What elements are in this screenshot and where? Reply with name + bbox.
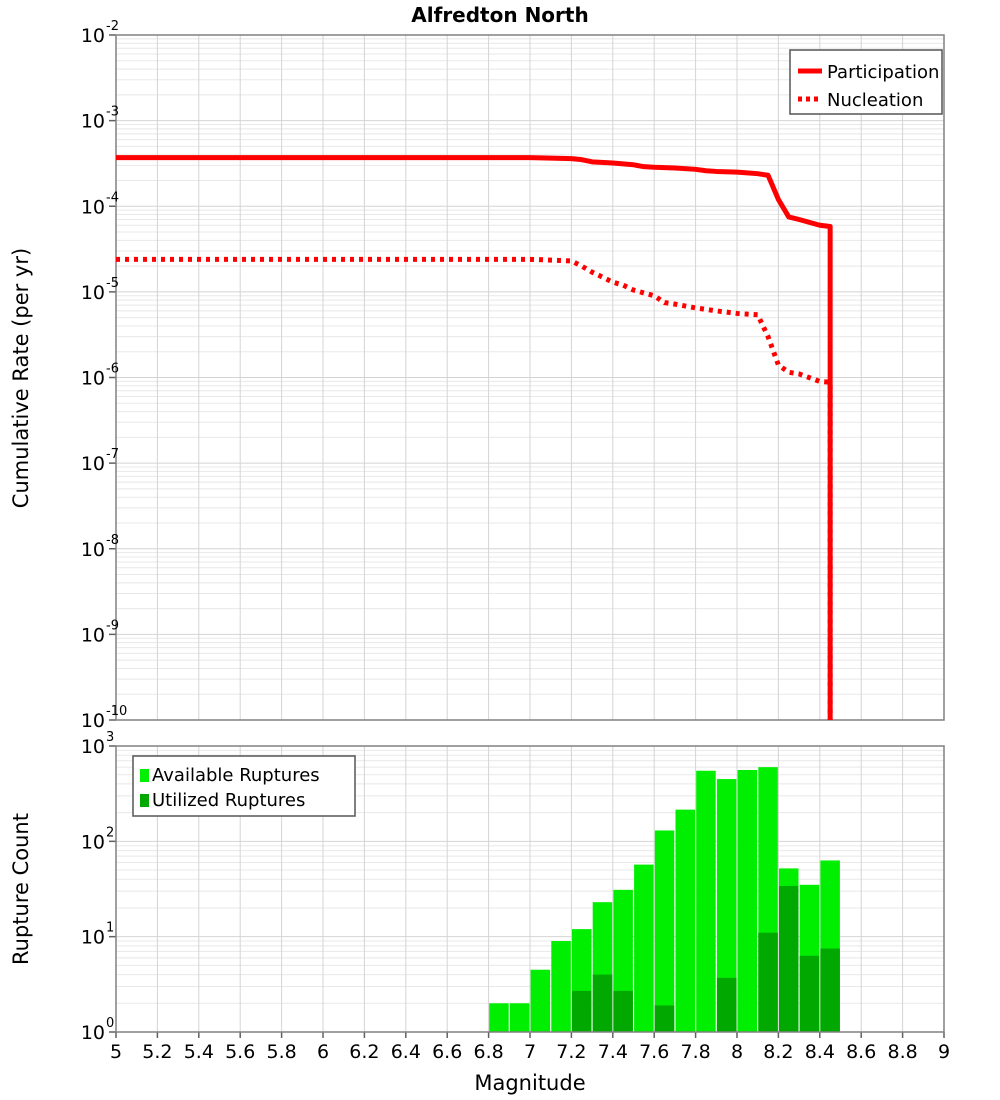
- x-tick-label: 5.6: [225, 1041, 255, 1063]
- x-axis-label: Magnitude: [474, 1071, 585, 1095]
- bar-available-ruptures: [696, 771, 716, 1032]
- figure-canvas: Alfredton North 10-210-310-410-510-610-7…: [0, 0, 1000, 1100]
- svg-text:10: 10: [81, 710, 105, 732]
- x-tick-label: 5.8: [266, 1041, 296, 1063]
- mfd-rate-chart: 10-210-310-410-510-610-710-810-910-10 Cu…: [9, 19, 944, 732]
- page-title: Alfredton North: [411, 3, 588, 27]
- bar-available-ruptures: [634, 865, 654, 1032]
- x-tick-label: 5.4: [184, 1041, 214, 1063]
- x-tick-label: 6.6: [432, 1041, 462, 1063]
- svg-text:-4: -4: [106, 190, 119, 205]
- bar-utilized-ruptures: [820, 949, 840, 1032]
- x-tick-label: 7.4: [598, 1041, 628, 1063]
- svg-text:-10: -10: [106, 704, 127, 719]
- svg-text:10: 10: [81, 624, 105, 646]
- svg-text:-6: -6: [106, 362, 119, 377]
- available-ruptures-legend-swatch: [140, 769, 149, 782]
- x-tick-label: 6.4: [391, 1041, 421, 1063]
- x-tick-label: 7: [524, 1041, 536, 1063]
- bottom-x-tick-labels: 5 5.2 5.4 5.6 5.8 6 6.2 6.4 6.6 6.8 7 7.2 7.4 7.6 7.8 8…: [110, 1041, 950, 1063]
- x-tick-label: 7.2: [556, 1041, 586, 1063]
- x-tick-label: 5.2: [142, 1041, 172, 1063]
- x-tick-label: 6.2: [349, 1041, 379, 1063]
- x-tick-label: 7.6: [639, 1041, 669, 1063]
- svg-text:10: 10: [81, 1022, 105, 1044]
- bar-available-ruptures: [531, 970, 551, 1032]
- svg-text:10: 10: [81, 831, 105, 853]
- svg-text:-3: -3: [106, 105, 119, 120]
- svg-text:10: 10: [81, 539, 105, 561]
- svg-text:-9: -9: [106, 618, 119, 633]
- utilized-ruptures-legend-label: Utilized Ruptures: [152, 790, 305, 811]
- participation-legend-label: Participation: [827, 62, 939, 83]
- svg-text:10: 10: [81, 368, 105, 390]
- svg-text:10: 10: [81, 453, 105, 475]
- bar-utilized-ruptures: [613, 991, 633, 1032]
- svg-text:10: 10: [81, 196, 105, 218]
- x-tick-label: 5: [110, 1041, 122, 1063]
- available-ruptures-legend-label: Available Ruptures: [152, 765, 320, 786]
- svg-text:3: 3: [106, 730, 114, 745]
- svg-text:2: 2: [106, 825, 114, 840]
- svg-text:-5: -5: [106, 276, 119, 291]
- bar-utilized-ruptures: [779, 886, 799, 1032]
- bar-utilized-ruptures: [758, 933, 778, 1032]
- svg-text:10: 10: [81, 111, 105, 133]
- x-tick-label: 6.8: [473, 1041, 503, 1063]
- bar-utilized-ruptures: [800, 956, 820, 1032]
- x-tick-label: 8.6: [846, 1041, 876, 1063]
- bar-utilized-ruptures: [655, 1005, 675, 1032]
- bar-available-ruptures: [551, 941, 571, 1032]
- bar-available-ruptures: [510, 1003, 530, 1032]
- top-legend: Participation Nucleation: [790, 50, 942, 114]
- svg-text:10: 10: [81, 25, 105, 47]
- utilized-ruptures-legend-swatch: [140, 794, 149, 807]
- x-tick-label: 9: [938, 1041, 950, 1063]
- x-tick-label: 8: [731, 1041, 743, 1063]
- svg-text:-2: -2: [106, 19, 119, 34]
- svg-text:1: 1: [106, 921, 114, 936]
- svg-text:0: 0: [106, 1016, 114, 1031]
- bottom-legend: Available Ruptures Utilized Ruptures: [133, 756, 355, 816]
- x-tick-label: 8.8: [887, 1041, 917, 1063]
- top-y-axis-label: Cumulative Rate (per yr): [9, 248, 33, 508]
- x-tick-label: 6: [317, 1041, 329, 1063]
- x-tick-label: 7.8: [680, 1041, 710, 1063]
- svg-text:-7: -7: [106, 447, 119, 462]
- bar-available-ruptures: [489, 1003, 509, 1032]
- svg-text:10: 10: [81, 282, 105, 304]
- bar-utilized-ruptures: [717, 978, 737, 1032]
- bar-available-ruptures: [738, 770, 758, 1032]
- bar-available-ruptures: [676, 810, 696, 1032]
- svg-text:10: 10: [81, 736, 105, 758]
- bottom-y-axis-label: Rupture Count: [9, 813, 33, 965]
- bar-available-ruptures: [655, 830, 675, 1032]
- bar-utilized-ruptures: [593, 975, 613, 1032]
- bar-utilized-ruptures: [572, 991, 592, 1032]
- x-tick-label: 8.2: [763, 1041, 793, 1063]
- x-tick-label: 8.4: [805, 1041, 835, 1063]
- svg-text:-8: -8: [106, 533, 119, 548]
- nucleation-legend-label: Nucleation: [827, 90, 923, 111]
- rupture-count-chart: 103102101100 55.25.45.65.866.26.46.66.87…: [9, 730, 950, 1095]
- svg-text:10: 10: [81, 927, 105, 949]
